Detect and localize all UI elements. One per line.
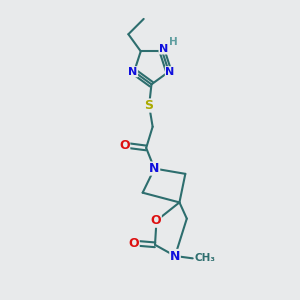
Text: O: O — [119, 139, 130, 152]
Text: H: H — [169, 37, 178, 47]
Text: O: O — [151, 214, 161, 227]
Text: N: N — [159, 44, 168, 54]
Text: O: O — [128, 237, 139, 250]
Text: CH₃: CH₃ — [195, 254, 216, 263]
Text: N: N — [128, 67, 138, 77]
Text: N: N — [149, 162, 160, 175]
Text: S: S — [145, 99, 154, 112]
Text: N: N — [165, 67, 175, 77]
Text: N: N — [170, 250, 180, 262]
